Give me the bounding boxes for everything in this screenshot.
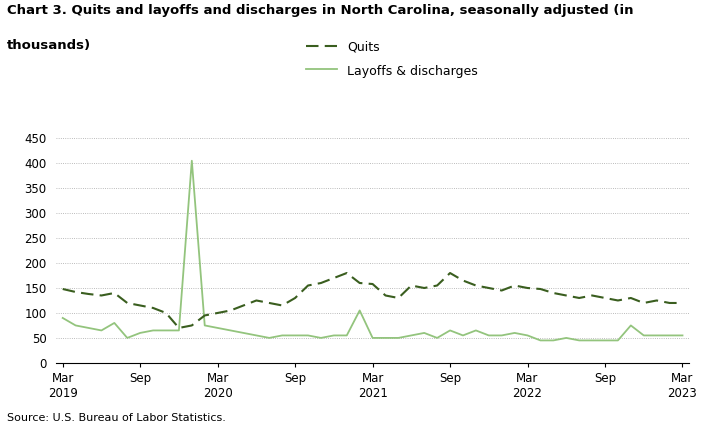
Text: Source: U.S. Bureau of Labor Statistics.: Source: U.S. Bureau of Labor Statistics. <box>7 413 226 423</box>
Legend: Quits, Layoffs & discharges: Quits, Layoffs & discharges <box>301 35 482 83</box>
Text: Chart 3. Quits and layoffs and discharges in North Carolina, seasonally adjusted: Chart 3. Quits and layoffs and discharge… <box>7 4 633 17</box>
Text: thousands): thousands) <box>7 39 91 52</box>
